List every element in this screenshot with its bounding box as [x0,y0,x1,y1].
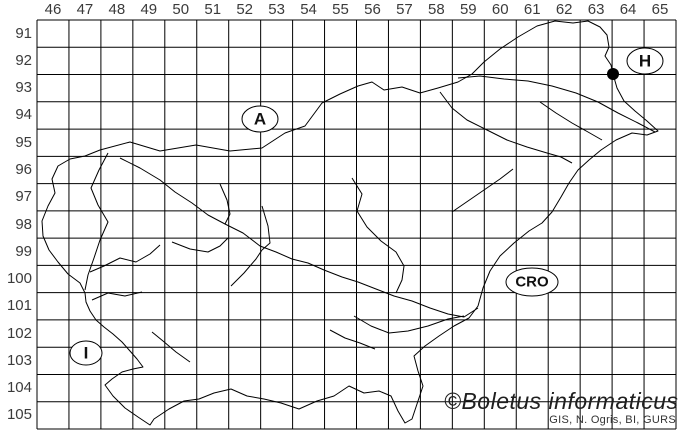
grid-col-label-54: 54 [300,1,317,18]
grid-row-label-98: 98 [15,215,32,233]
grid-col-label-47: 47 [76,1,94,18]
river-line [351,177,405,294]
river-line [91,291,143,301]
country-label-H: H [639,52,651,71]
grid-col-label-60: 60 [491,1,509,18]
country-label-CRO: CRO [515,274,549,291]
grid-row-label-104: 104 [6,379,32,397]
slovenia-map-shapes [41,20,659,426]
country-label-I: I [84,344,89,363]
grid-col-label-58: 58 [428,1,445,18]
river-line [171,237,229,253]
river-line [329,329,376,350]
river-line [84,152,109,291]
grid-lines [36,19,677,430]
grid-col-label-48: 48 [108,1,126,18]
river-line [451,168,514,213]
country-label-A: A [254,110,266,129]
grid-col-label-65: 65 [651,1,669,18]
grid-row-label-97: 97 [15,188,32,206]
watermark-text: ©Boletus informaticus [444,388,679,414]
river-line [353,315,465,334]
occurrence-dot [607,68,619,80]
grid-row-label-103: 103 [6,351,32,369]
river-line [457,75,656,133]
country-ellipse-I [69,340,103,366]
river-line [261,205,271,251]
river-line [89,244,161,273]
grid-col-label-62: 62 [555,1,573,18]
grid-row-label-95: 95 [15,133,32,151]
grid-row-label-96: 96 [15,160,32,178]
grid-row-label-91: 91 [15,24,32,42]
river-line [119,157,479,318]
grid-col-label-64: 64 [619,1,637,18]
source-credit-text: GIS, N. Ogris, BI, GURS [549,414,676,426]
grid-col-label-57: 57 [396,1,413,18]
country-ellipse-CRO [505,267,559,297]
grid-row-label-92: 92 [15,51,32,69]
grid-row-label-101: 101 [6,297,32,315]
grid-col-label-50: 50 [172,1,190,18]
country-ellipse-H [626,47,664,75]
grid-col-label-61: 61 [523,1,541,18]
country-ellipse-A [241,105,279,133]
country-labels: A H CRO I [69,47,664,366]
occurrence-dots [607,68,619,80]
grid-col-label-59: 59 [459,1,477,18]
grid-row-label-100: 100 [6,270,32,288]
grid-row-label-94: 94 [15,106,32,124]
grid-col-label-63: 63 [587,1,605,18]
river-line [230,249,263,287]
river-line [539,101,603,141]
grid-col-label-46: 46 [44,1,62,18]
grid-row-label-99: 99 [15,242,32,260]
river-line [219,183,231,225]
country-border [41,20,659,426]
river-line [151,331,191,363]
grid-col-label-49: 49 [140,1,158,18]
grid-row-label-93: 93 [15,79,32,97]
grid-col-label-53: 53 [268,1,285,18]
river-line [439,91,573,164]
grid-row-label-102: 102 [6,324,32,342]
grid-col-label-51: 51 [204,1,222,18]
grid-col-label-55: 55 [332,1,349,18]
grid-col-label-52: 52 [236,1,254,18]
grid-row-label-105: 105 [6,406,32,424]
grid-col-label-56: 56 [364,1,381,18]
